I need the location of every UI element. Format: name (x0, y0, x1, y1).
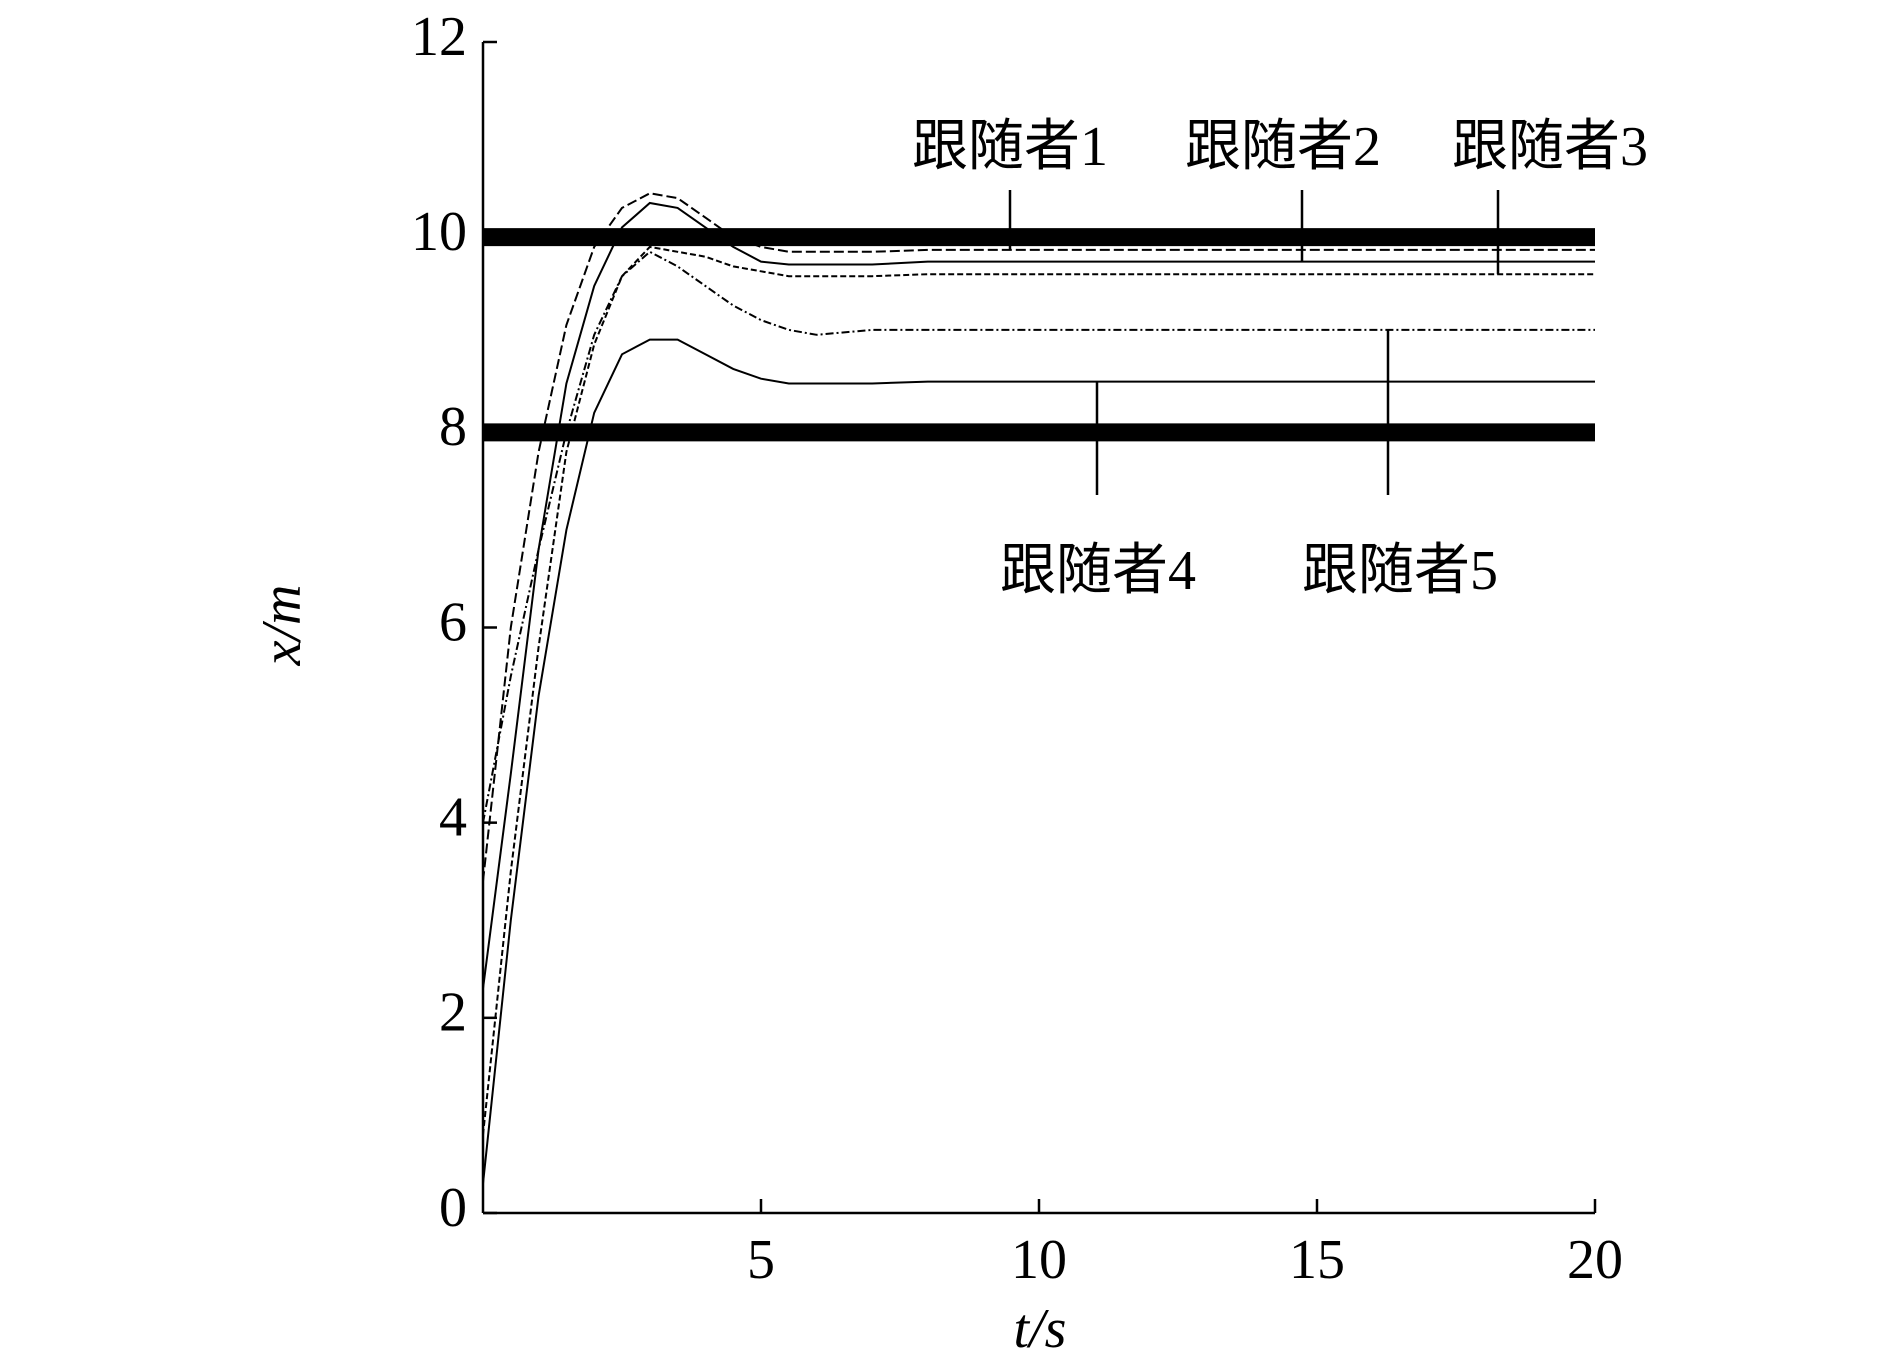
series-label: 跟随者3 (1452, 116, 1648, 178)
y-axis-label: x/m (251, 585, 313, 667)
x-tick-label: 5 (747, 1229, 775, 1291)
y-tick-label: 6 (439, 591, 467, 653)
y-tick-label: 12 (411, 6, 467, 68)
y-tick-label: 10 (411, 201, 467, 263)
series-line (482, 201, 1595, 989)
y-tick-label: 8 (439, 396, 467, 458)
x-tick-label: 10 (1011, 1229, 1067, 1291)
series-line (482, 245, 1595, 1136)
series-line (482, 250, 1595, 823)
y-tick-label: 4 (439, 787, 467, 849)
series-line (482, 338, 1595, 1184)
series-label: 跟随者2 (1185, 116, 1381, 178)
x-tick-label: 20 (1567, 1229, 1623, 1291)
x-axis-label: t/s (1014, 1298, 1067, 1360)
series-label: 跟随者5 (1302, 540, 1498, 602)
series-label: 跟随者4 (1000, 540, 1196, 602)
series-line (482, 192, 1595, 882)
y-tick-label: 0 (439, 1177, 467, 1239)
y-tick-label: 2 (439, 982, 467, 1044)
series-label: 跟随者1 (912, 116, 1108, 178)
x-tick-label: 15 (1289, 1229, 1345, 1291)
